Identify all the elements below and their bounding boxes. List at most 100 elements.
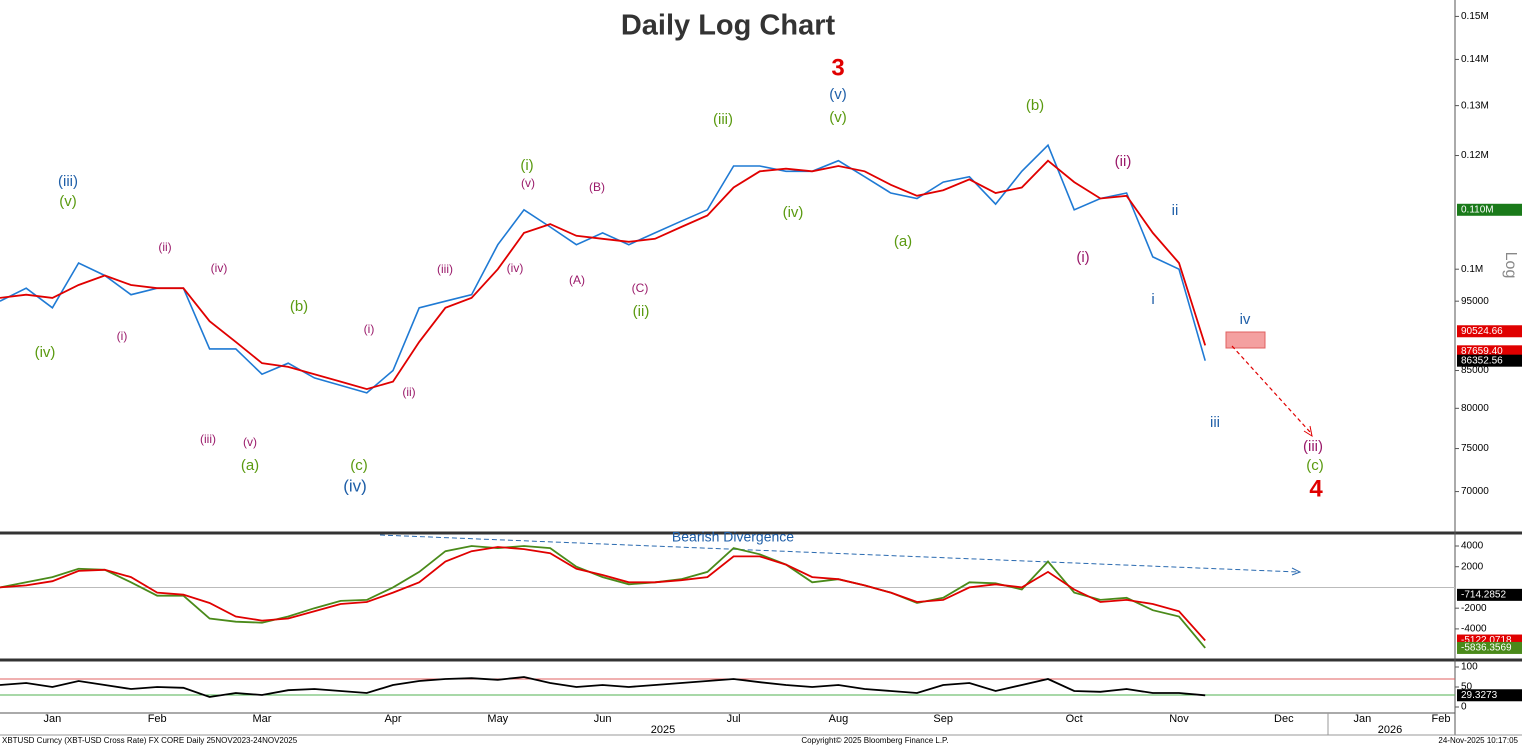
target-zone bbox=[1225, 331, 1266, 349]
wave-label: (iv) bbox=[35, 344, 56, 361]
series-line bbox=[0, 143, 1206, 394]
footer-source: XBTUSD Curncy (XBT-USD Cross Rate) FX CO… bbox=[2, 736, 298, 745]
wave-label: (i) bbox=[364, 322, 375, 336]
y-tick-label: 0.12M bbox=[1461, 150, 1489, 161]
wave-label: (iv) bbox=[507, 261, 524, 275]
y-tick-label: 0.13M bbox=[1461, 100, 1489, 111]
wave-label: (A) bbox=[569, 273, 585, 287]
wave-label: iii bbox=[1210, 414, 1220, 431]
y-tick-label: 100 bbox=[1461, 662, 1478, 673]
wave-label: (i) bbox=[117, 329, 128, 343]
x-tick-label: Feb bbox=[148, 713, 167, 725]
x-tick-label: Mar bbox=[253, 713, 272, 725]
x-tick-label: May bbox=[487, 713, 508, 725]
arrow-head bbox=[1303, 425, 1313, 438]
wave-label: (v) bbox=[829, 86, 847, 103]
wave-label: (iv) bbox=[343, 476, 367, 495]
x-tick-label: Jan bbox=[44, 713, 62, 725]
wave-label: ii bbox=[1172, 202, 1179, 219]
divergence-label: Bearish Divergence bbox=[672, 529, 794, 545]
wave-label: (i) bbox=[520, 157, 533, 174]
wave-label: i bbox=[1151, 291, 1154, 308]
wave-label: (c) bbox=[1306, 457, 1324, 474]
y-tick-label: -2000 bbox=[1461, 603, 1487, 614]
series-line bbox=[0, 676, 1206, 698]
price-tag-label: -714.2852 bbox=[1461, 589, 1506, 600]
wave-label: (C) bbox=[632, 281, 649, 295]
x-tick-label: Aug bbox=[829, 713, 849, 725]
wave-label: (B) bbox=[589, 180, 605, 194]
price-tag-label: -5836.3569 bbox=[1461, 643, 1512, 654]
x-tick-label: Apr bbox=[384, 713, 401, 725]
x-tick-label: Jun bbox=[594, 713, 612, 725]
y-tick-label: 50 bbox=[1461, 682, 1473, 693]
wave-label: (v) bbox=[521, 176, 535, 190]
wave-label: (iv) bbox=[783, 204, 804, 221]
price-tag bbox=[1457, 203, 1522, 216]
y-tick-label: 85000 bbox=[1461, 365, 1489, 376]
price-tag-label: -5122.0718 bbox=[1461, 635, 1512, 646]
series-line bbox=[0, 546, 1206, 642]
wave-label: 3 bbox=[831, 54, 844, 81]
x-tick-label: Nov bbox=[1169, 713, 1189, 725]
wave-label: (b) bbox=[290, 298, 308, 315]
year-label: 2026 bbox=[1378, 724, 1402, 736]
wave-label: (iii) bbox=[200, 432, 216, 446]
price-tag-label: 0.110M bbox=[1461, 204, 1494, 215]
price-tag bbox=[1457, 325, 1522, 338]
wave-label: (b) bbox=[1026, 97, 1044, 114]
y-tick-label: 75000 bbox=[1461, 443, 1489, 454]
wave-label: (iv) bbox=[211, 261, 228, 275]
x-tick-label: Jan bbox=[1354, 713, 1372, 725]
footer-timestamp: 24-Nov-2025 10:17:05 bbox=[1438, 736, 1518, 745]
wave-label: 4 bbox=[1309, 475, 1323, 502]
y-axis-label: Log bbox=[1502, 252, 1519, 279]
price-tag-label: 87659.40 bbox=[1461, 346, 1503, 357]
arrow-head bbox=[1291, 567, 1302, 576]
price-tag-label: 86352.56 bbox=[1461, 355, 1503, 366]
wave-label: (iii) bbox=[1303, 438, 1323, 455]
price-tag bbox=[1457, 354, 1522, 367]
wave-label: (v) bbox=[59, 193, 77, 210]
y-tick-label: -4000 bbox=[1461, 624, 1487, 635]
wave-label: (v) bbox=[829, 109, 847, 126]
wave-label: (i) bbox=[1076, 249, 1089, 266]
y-tick-label: 4000 bbox=[1461, 541, 1484, 552]
chart-title: Daily Log Chart bbox=[621, 10, 836, 42]
wave-label: (a) bbox=[894, 233, 912, 250]
wave-label: (ii) bbox=[633, 303, 650, 320]
price-tag bbox=[1457, 588, 1522, 601]
y-tick-label: 0 bbox=[1461, 702, 1467, 713]
price-tag bbox=[1457, 345, 1522, 358]
wave-label: (ii) bbox=[402, 385, 415, 399]
y-tick-label: 95000 bbox=[1461, 296, 1489, 307]
x-tick-label: Jul bbox=[727, 713, 741, 725]
y-tick-label: 2000 bbox=[1461, 561, 1484, 572]
footer-copyright: Copyright© 2025 Bloomberg Finance L.P. bbox=[801, 736, 948, 745]
wave-label: (iii) bbox=[58, 173, 78, 190]
x-tick-label: Feb bbox=[1432, 713, 1451, 725]
wave-label: (ii) bbox=[1115, 153, 1132, 170]
y-tick-label: 70000 bbox=[1461, 486, 1489, 497]
wave-label: iv bbox=[1240, 311, 1251, 328]
y-tick-label: 0.14M bbox=[1461, 54, 1489, 65]
x-tick-label: Oct bbox=[1066, 713, 1083, 725]
wave-label: (c) bbox=[350, 457, 368, 474]
projection-arrow bbox=[1231, 345, 1311, 433]
divergence-line bbox=[379, 534, 1299, 573]
x-tick-label: Dec bbox=[1274, 713, 1294, 725]
x-tick-label: Sep bbox=[933, 713, 953, 725]
price-tag bbox=[1457, 689, 1522, 702]
y-tick-label: 80000 bbox=[1461, 403, 1489, 414]
wave-label: (v) bbox=[243, 435, 257, 449]
price-tag-label: 90524.66 bbox=[1461, 326, 1503, 337]
y-tick-label: 0.15M bbox=[1461, 11, 1489, 22]
wave-label: (ii) bbox=[158, 240, 171, 254]
wave-label: (a) bbox=[241, 457, 259, 474]
wave-label: (iii) bbox=[713, 111, 733, 128]
price-tag bbox=[1457, 641, 1522, 654]
price-tag-label: 29.3273 bbox=[1461, 690, 1498, 701]
year-label: 2025 bbox=[651, 724, 675, 736]
y-tick-label: 0.1M bbox=[1461, 264, 1483, 275]
